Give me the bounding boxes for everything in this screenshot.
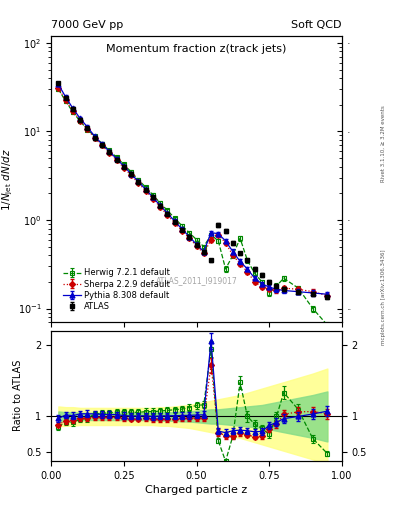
Text: mcplots.cern.ch [arXiv:1306.3436]: mcplots.cern.ch [arXiv:1306.3436] xyxy=(381,249,386,345)
X-axis label: Charged particle z: Charged particle z xyxy=(145,485,248,495)
Text: ATLAS_2011_I919017: ATLAS_2011_I919017 xyxy=(156,276,237,285)
Text: Momentum fraction z(track jets): Momentum fraction z(track jets) xyxy=(107,45,286,54)
Text: 7000 GeV pp: 7000 GeV pp xyxy=(51,20,123,31)
Text: Rivet 3.1.10, ≥ 3.2M events: Rivet 3.1.10, ≥ 3.2M events xyxy=(381,105,386,182)
Y-axis label: $1/N_\mathrm{jet}\ dN/dz$: $1/N_\mathrm{jet}\ dN/dz$ xyxy=(0,147,15,210)
Text: Soft QCD: Soft QCD xyxy=(292,20,342,31)
Legend: Herwig 7.2.1 default, Sherpa 2.2.9 default, Pythia 8.308 default, ATLAS: Herwig 7.2.1 default, Sherpa 2.2.9 defau… xyxy=(61,267,172,312)
Y-axis label: Ratio to ATLAS: Ratio to ATLAS xyxy=(13,360,23,432)
